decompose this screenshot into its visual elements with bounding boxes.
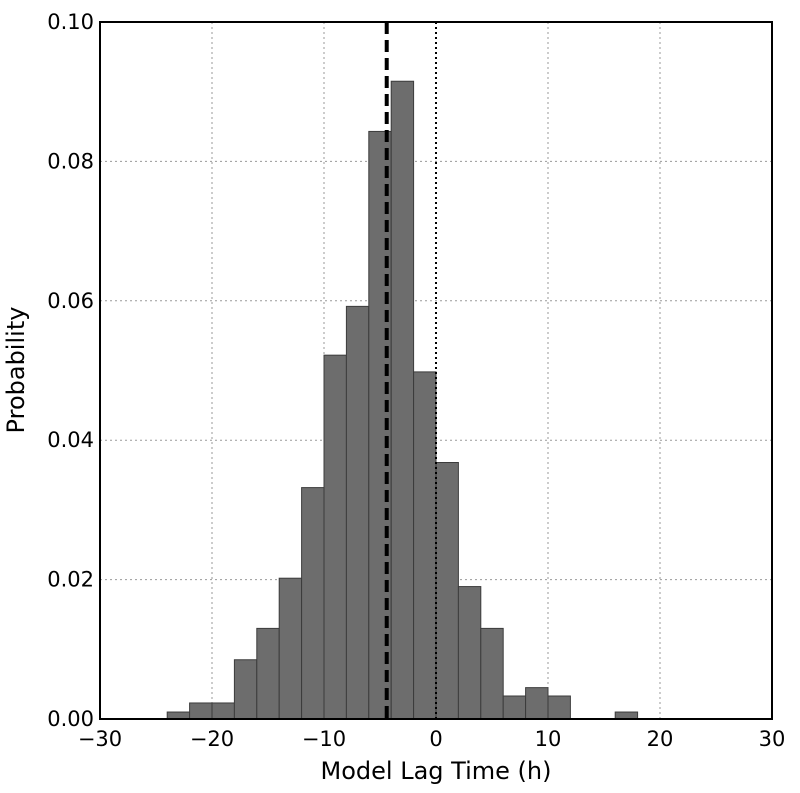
- histogram-bar: [301, 487, 325, 720]
- x-tick-label: −30: [78, 727, 122, 751]
- histogram-bar: [547, 695, 571, 720]
- histogram-bars: [166, 80, 639, 720]
- x-tick-label: −10: [302, 727, 346, 751]
- histogram-bar: [211, 702, 235, 720]
- x-tick-label: 20: [647, 727, 674, 751]
- histogram-bar: [480, 627, 504, 720]
- histogram-bar: [614, 711, 639, 720]
- y-tick-label: 0.04: [47, 428, 94, 452]
- histogram-bar: [278, 577, 303, 720]
- reference-lines: [384, 22, 437, 719]
- x-tick-label: 10: [535, 727, 562, 751]
- histogram-bar: [502, 695, 527, 720]
- histogram-bar: [345, 305, 370, 720]
- y-tick-labels: 0.00 0.02 0.04 0.06 0.08 0.10: [47, 10, 94, 731]
- plot-frame: [99, 21, 773, 720]
- histogram-bar: [323, 354, 347, 720]
- histogram-bar: [166, 711, 191, 720]
- histogram-bar: [256, 627, 280, 720]
- histogram-bar: [413, 371, 437, 720]
- histogram-bar: [390, 80, 415, 720]
- histogram-bar: [233, 659, 258, 720]
- y-tick-label: 0.00: [47, 707, 94, 731]
- histogram-bar: [457, 586, 482, 720]
- histogram-bar: [525, 687, 549, 720]
- x-axis-title: Model Lag Time (h): [321, 757, 552, 785]
- y-axis-title: Probability: [2, 307, 30, 434]
- y-tick-label: 0.08: [47, 149, 94, 173]
- x-tick-labels: −30 −20 −10 0 10 20 30: [78, 727, 786, 751]
- x-tick-label: −20: [190, 727, 234, 751]
- x-tick-label: 0: [429, 727, 442, 751]
- y-tick-label: 0.02: [47, 568, 94, 592]
- histogram-bar: [189, 702, 213, 720]
- histogram-bar: [435, 462, 459, 720]
- y-tick-label: 0.06: [47, 289, 94, 313]
- x-tick-label: 30: [759, 727, 786, 751]
- y-tick-label: 0.10: [47, 10, 94, 34]
